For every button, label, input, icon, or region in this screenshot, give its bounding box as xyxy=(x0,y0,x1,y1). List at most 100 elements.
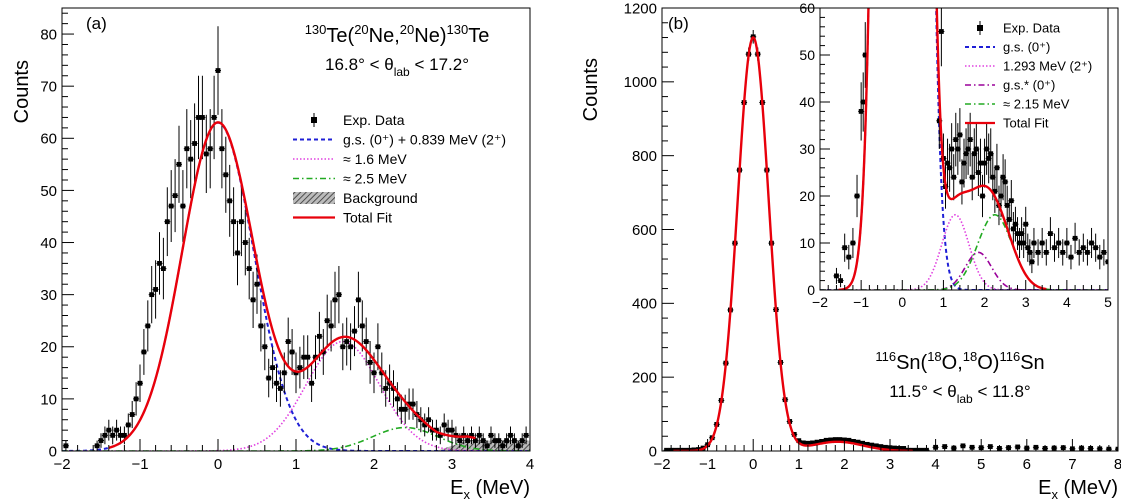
panel-b-label: (b) xyxy=(668,14,689,33)
x-tick-label: 3 xyxy=(1022,294,1030,310)
component-curve xyxy=(820,213,1108,290)
data-point xyxy=(988,151,994,157)
x-tick-label: 1 xyxy=(292,456,300,473)
legend-label: 1.293 MeV (2⁺) xyxy=(1003,59,1092,74)
data-point xyxy=(1076,250,1082,255)
data-point xyxy=(153,287,158,292)
legend-label: g.s. (0⁺) xyxy=(1003,40,1050,55)
data-point xyxy=(1027,250,1033,255)
data-point xyxy=(982,160,987,166)
data-point xyxy=(161,266,166,271)
data-point xyxy=(947,165,952,171)
data-point xyxy=(846,437,852,443)
data-point xyxy=(1105,259,1108,265)
x-tick-label: 7 xyxy=(1068,456,1076,473)
data-point xyxy=(379,370,385,376)
data-point xyxy=(441,422,447,428)
y-tick-label: 30 xyxy=(799,141,815,157)
data-point xyxy=(98,438,104,443)
data-point xyxy=(328,323,334,329)
data-point xyxy=(1025,245,1031,251)
data-point xyxy=(945,160,950,166)
data-point xyxy=(188,156,194,162)
x-tick-label: 5 xyxy=(977,456,985,473)
data-point xyxy=(122,432,127,438)
data-point xyxy=(254,281,260,287)
data-point xyxy=(297,365,303,371)
data-point xyxy=(819,439,824,444)
data-point xyxy=(1039,240,1045,246)
inset-legend: Exp. Data g.s. (0⁺) 1.293 MeV (2⁺) g.s.* (0… xyxy=(965,21,1092,131)
data-point xyxy=(340,344,346,350)
data-point xyxy=(332,297,338,303)
data-point xyxy=(250,297,256,303)
y-tick-label: 600 xyxy=(632,222,657,239)
data-point xyxy=(231,219,236,225)
data-point xyxy=(110,432,116,438)
x-tick-label: −2 xyxy=(812,294,828,310)
data-point xyxy=(919,447,925,451)
y-tick-label: 30 xyxy=(40,287,57,304)
data-point xyxy=(860,99,866,105)
data-point xyxy=(1035,250,1041,255)
data-point xyxy=(457,438,463,443)
data-point xyxy=(480,438,486,443)
data-point xyxy=(176,161,182,167)
data-point xyxy=(106,427,112,433)
data-point xyxy=(1052,245,1057,251)
data-point xyxy=(504,438,509,443)
data-point xyxy=(262,344,268,350)
data-point xyxy=(986,156,992,161)
data-point xyxy=(959,179,965,185)
data-point xyxy=(1064,240,1070,246)
x-tick-label: 2 xyxy=(370,456,378,473)
data-point xyxy=(1008,198,1014,204)
data-point xyxy=(957,132,963,138)
data-point xyxy=(367,360,373,365)
y-tick-label: 1200 xyxy=(624,0,657,17)
legend-label: Total Fit xyxy=(1003,116,1049,131)
panel-a-reaction-title: 130Te(20Ne,20Ne)130Te xyxy=(305,22,490,47)
data-point xyxy=(691,447,697,451)
data-point xyxy=(274,380,279,386)
data-point xyxy=(846,254,852,260)
data-point xyxy=(523,432,529,438)
data-point xyxy=(823,437,829,443)
y-tick-label: 20 xyxy=(40,339,57,356)
legend-label: Total Fit xyxy=(343,210,392,226)
data-point xyxy=(1031,240,1037,246)
data-point xyxy=(422,422,428,428)
data-point xyxy=(239,219,244,225)
data-point xyxy=(971,151,977,157)
data-point xyxy=(281,370,287,376)
data-point xyxy=(293,370,299,376)
total-fit-curve xyxy=(673,36,913,451)
data-point xyxy=(63,443,69,449)
data-point xyxy=(141,349,147,355)
panel-a-ylabel: Counts xyxy=(11,60,33,123)
data-point xyxy=(834,273,839,279)
x-tick-label: 2 xyxy=(981,294,989,310)
data-point xyxy=(515,443,521,449)
data-point xyxy=(864,441,870,447)
data-point xyxy=(1068,254,1074,260)
x-tick-label: −1 xyxy=(853,294,869,310)
data-point xyxy=(1017,240,1022,246)
data-point xyxy=(324,318,330,324)
data-point xyxy=(500,443,506,449)
data-point xyxy=(227,198,233,204)
data-point xyxy=(1010,226,1016,232)
data-point xyxy=(828,437,834,443)
legend-background-swatch xyxy=(293,192,335,204)
data-point xyxy=(164,219,170,225)
data-point xyxy=(901,446,907,451)
data-point xyxy=(207,146,213,152)
data-point xyxy=(211,115,217,120)
data-point xyxy=(375,344,381,350)
data-point xyxy=(223,172,229,178)
data-point xyxy=(955,146,961,152)
data-point xyxy=(664,447,669,451)
